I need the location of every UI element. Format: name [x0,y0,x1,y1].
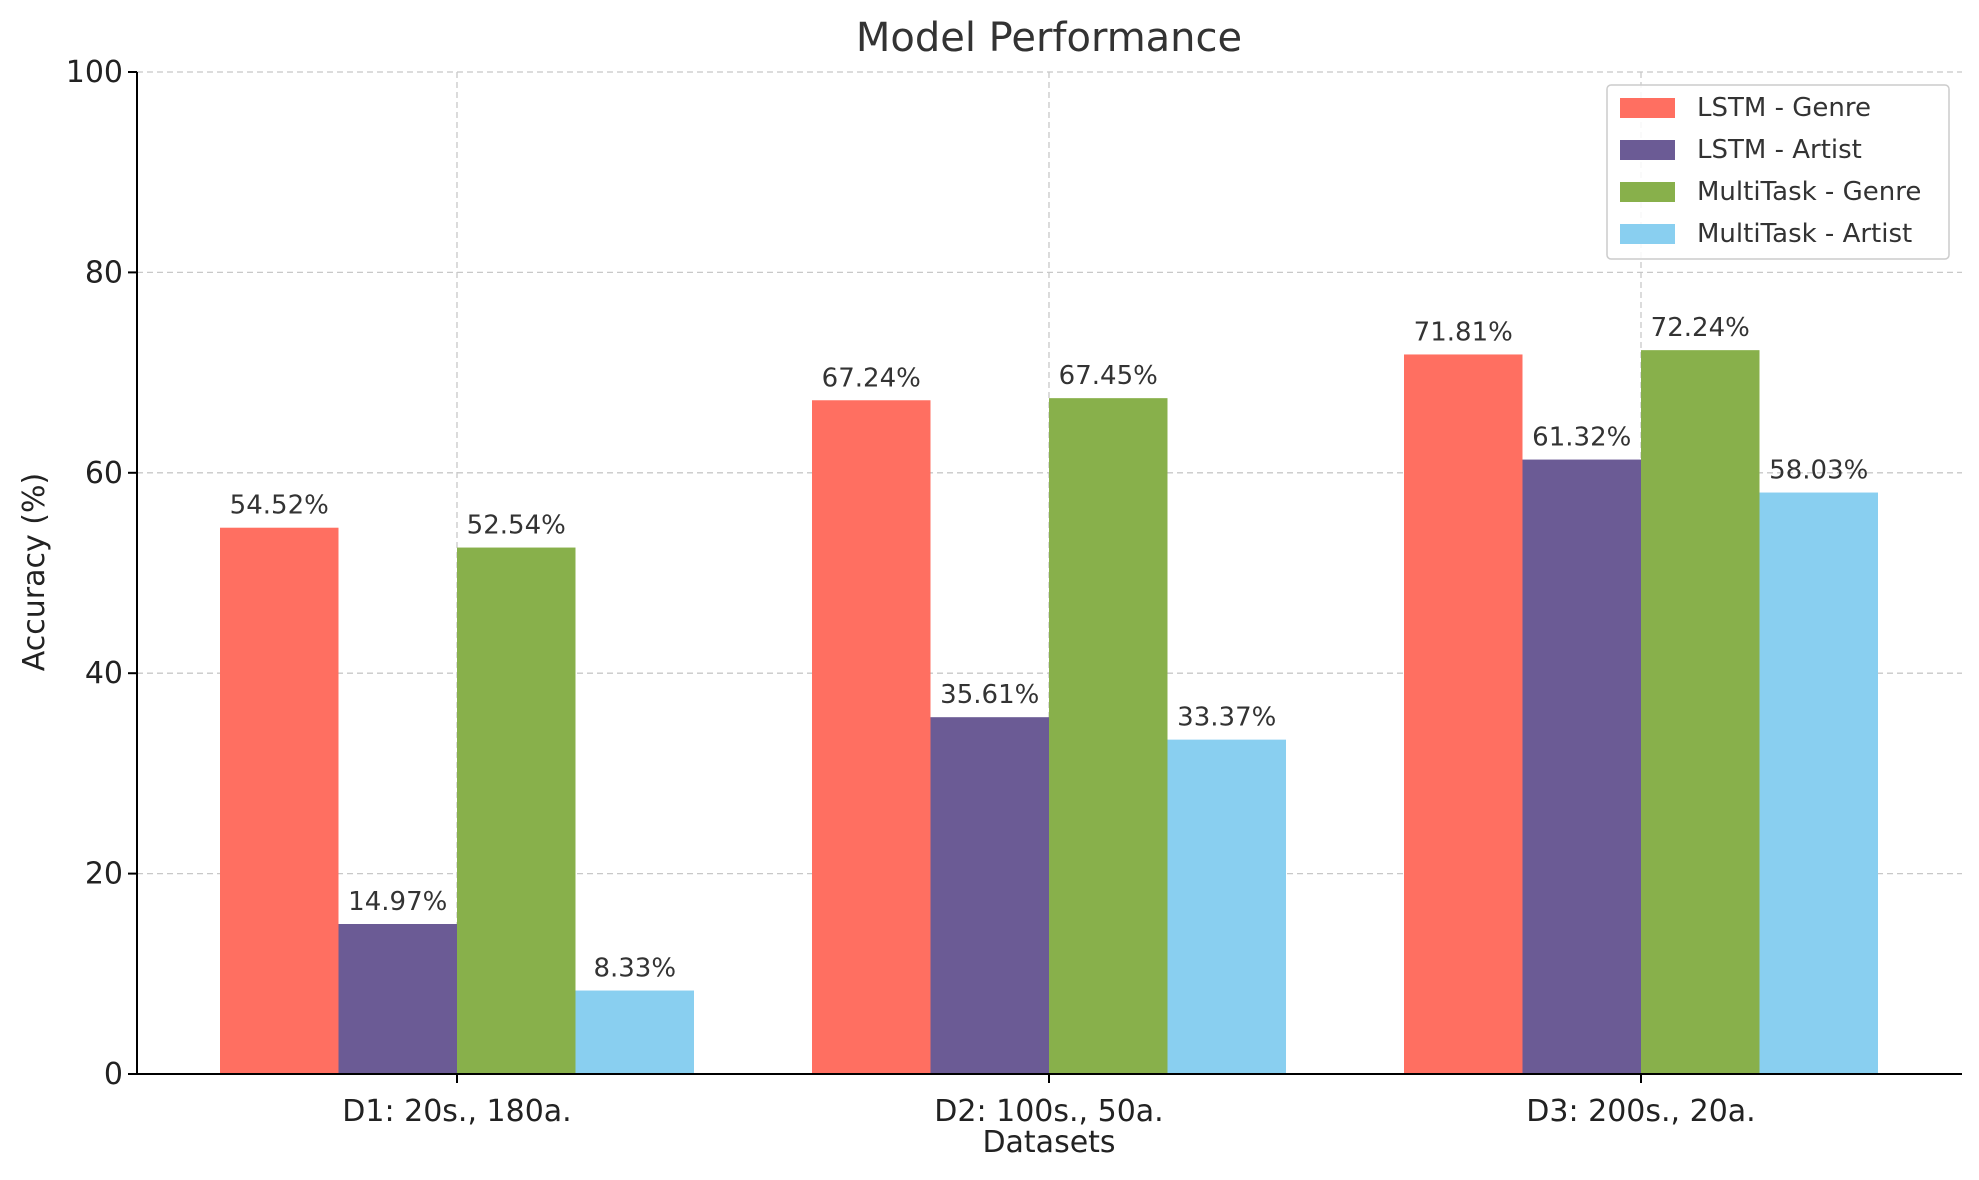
bar-value-label: 71.81% [1414,317,1513,347]
bar [1167,739,1286,1074]
bar [1759,492,1878,1074]
legend-swatch [1620,182,1675,202]
chart-title: Model Performance [856,15,1242,61]
bar [1641,350,1760,1074]
bar-value-label: 58.03% [1769,456,1868,486]
bar-value-label: 67.45% [1059,361,1158,391]
bar [575,990,694,1074]
bar [1404,354,1523,1074]
bar [930,717,1049,1074]
legend-swatch [1620,98,1675,118]
bar-value-label: 61.32% [1532,423,1631,453]
bar-value-label: 35.61% [940,680,1039,710]
y-tick-label: 40 [85,656,123,691]
y-tick-label: 0 [104,1057,123,1092]
legend-items: LSTM - Genre LSTM - Artist MultiTask - Gen… [1620,93,1921,249]
x-tick-label: D2: 100s., 50a. [934,1094,1163,1129]
legend-label: LSTM - Artist [1697,135,1862,165]
bar-value-label: 54.52% [230,491,329,521]
data-labels-layer: 54.52% 14.97% 52.54% 8.33% 67.24% 35.61% 67.45… [230,313,1869,983]
legend-label: MultiTask - Artist [1697,219,1912,249]
x-axis-label: Datasets [982,1125,1115,1160]
legend-label: LSTM - Genre [1697,93,1871,123]
bar-value-label: 52.54% [467,511,566,541]
bar [457,547,576,1074]
legend-label: MultiTask - Genre [1697,177,1921,207]
bar [1049,398,1168,1074]
bar-value-label: 14.97% [348,887,447,917]
bar [812,400,931,1074]
bar-value-label: 72.24% [1651,313,1750,343]
bar-value-label: 33.37% [1177,703,1276,733]
y-tick-label: 80 [85,255,123,290]
bars-layer [220,350,1878,1074]
bar [220,527,339,1074]
y-axis-label: Accuracy (%) [17,473,52,671]
bar-value-label: 8.33% [593,954,676,984]
ticks-layer: 0 20 40 60 80 100 D1: 20s., 180a. D2: 100s., 50… [66,55,1756,1129]
bar-value-label: 67.24% [822,363,921,393]
legend-swatch [1620,224,1675,244]
y-tick-label: 100 [66,55,123,90]
x-tick-label: D1: 20s., 180a. [342,1094,571,1129]
legend-frame [1606,84,1950,260]
bar [338,924,457,1074]
legend: LSTM - Genre LSTM - Artist MultiTask - Gen… [1606,84,1950,260]
y-tick-label: 20 [85,857,123,892]
legend-swatch [1620,140,1675,160]
y-tick-label: 60 [85,456,123,491]
bar [1522,459,1641,1074]
x-tick-label: D3: 200s., 20a. [1526,1094,1755,1129]
